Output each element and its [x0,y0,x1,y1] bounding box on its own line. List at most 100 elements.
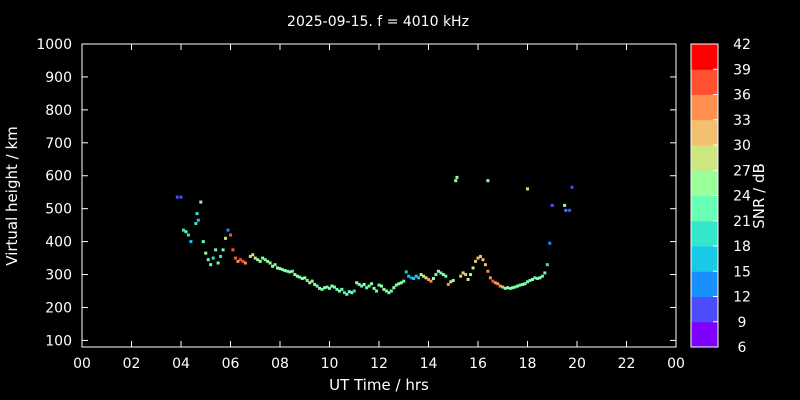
data-point [535,276,539,280]
colorbar-tick-label: 36 [733,88,751,104]
data-point [195,212,199,216]
data-point [538,276,542,280]
data-point [305,278,309,282]
data-point [238,258,242,262]
data-point [402,279,406,283]
data-point [377,283,381,287]
data-point [429,279,433,283]
data-point [407,274,411,278]
data-point [258,259,262,263]
x-tick-label: 04 [172,356,190,372]
data-point [303,276,307,280]
data-point [293,273,297,277]
data-point [486,269,490,273]
x-tick-label: 08 [271,356,289,372]
data-point [318,286,322,290]
data-point [214,248,218,252]
y-tick-label: 600 [45,169,72,185]
data-point [570,185,574,189]
data-point [261,256,265,260]
data-point [397,282,401,286]
data-point [278,267,282,271]
data-point [506,286,510,290]
colorbar-tick-label: 6 [738,340,747,356]
colorbar-tick-label: 15 [733,264,751,280]
data-point [459,274,463,278]
data-point [308,281,312,285]
data-point [434,273,438,277]
data-point [526,187,529,191]
x-tick-label: 14 [420,356,438,372]
data-point [367,284,371,288]
data-point [325,285,329,289]
data-point [229,233,232,237]
y-tick-label: 100 [45,333,72,349]
data-point [481,258,485,262]
colorbar-tick-label: 42 [733,37,751,53]
data-point [285,269,289,273]
data-point [248,254,252,258]
data-point [511,286,515,290]
y-tick-label: 700 [45,136,72,152]
colorbar-tick-label: 39 [733,62,751,78]
data-point [568,208,572,212]
data-point [320,287,324,291]
data-point [550,203,554,207]
data-point [384,289,388,293]
data-point [399,281,403,285]
data-point [219,254,223,258]
x-axis-label: UT Time / hrs [329,376,429,394]
y-tick-label: 200 [45,300,72,316]
colorbar-segment [691,271,718,297]
data-point [508,286,512,290]
data-point [469,273,473,277]
data-point [488,276,492,280]
data-point [266,259,270,263]
x-tick-label: 06 [222,356,240,372]
data-point [273,263,277,267]
data-point [439,271,443,275]
data-point [211,256,215,260]
data-point [189,240,193,244]
data-point [196,218,200,222]
data-point [335,287,339,291]
data-point [449,280,453,284]
data-point [290,269,294,273]
data-point [347,290,351,294]
data-point [409,276,413,280]
data-point [441,273,445,277]
colorbar-segment [691,69,718,95]
y-tick-label: 1000 [36,37,72,53]
data-point [389,289,393,293]
data-point [350,291,354,295]
x-axis: 00 02 04 06 08 10 12 14 16 18 20 22 00 [73,44,685,372]
colorbar-tick-label: 18 [733,239,751,255]
data-point [424,276,428,280]
data-point [526,280,529,284]
data-point [199,200,203,204]
data-point [362,282,366,286]
data-point [332,285,336,289]
data-point [419,273,423,277]
data-points [175,175,574,296]
y-tick-label: 500 [45,202,72,218]
colorbar-tick-label: 21 [733,214,751,230]
data-point [330,284,334,288]
data-point [310,279,314,283]
data-point [461,271,465,275]
data-point [516,284,520,288]
data-point [404,270,408,274]
data-point [382,287,386,291]
data-point [283,269,287,273]
data-point [454,179,458,183]
data-point [543,271,547,275]
data-point [436,269,440,273]
data-point [357,282,361,286]
data-point [451,278,455,282]
colorbar-segment [691,321,718,348]
colorbar-segment [691,296,718,323]
chart-title: 2025-09-15. f = 4010 kHz [287,14,469,30]
data-point [313,282,317,286]
data-point [243,261,247,265]
data-point [179,195,183,199]
